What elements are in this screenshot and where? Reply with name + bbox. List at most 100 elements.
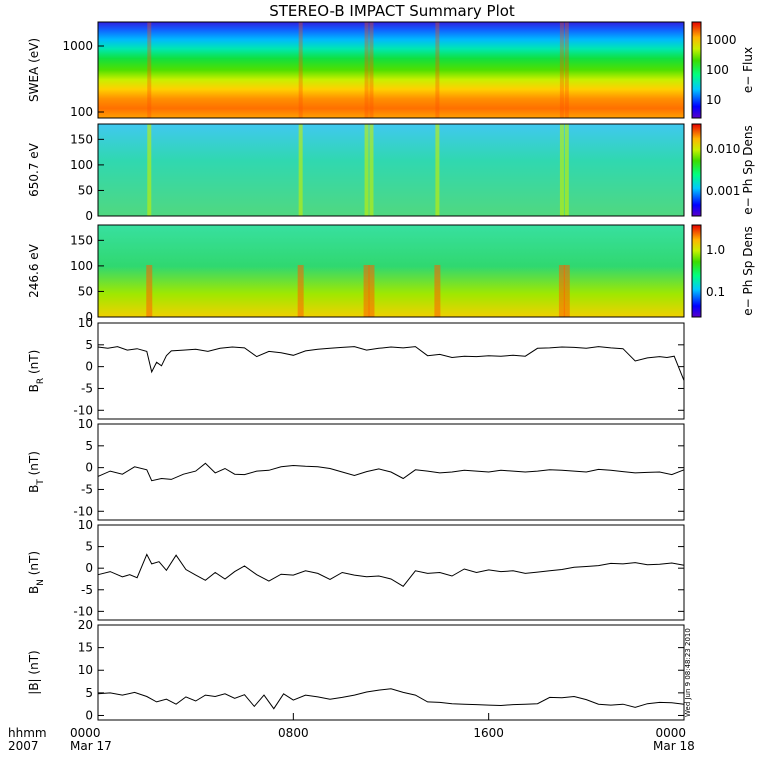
y-tick-label: 100	[70, 259, 93, 273]
y-tick-label: 0	[85, 561, 93, 575]
y-tick-label: 20	[78, 618, 93, 632]
spectrogram-ylabel: SWEA (eV)	[27, 38, 41, 102]
footer-end-date: Mar 18	[653, 739, 695, 753]
pad-650-spectrogram	[98, 124, 684, 216]
series-line	[97, 462, 685, 482]
pad-650-spectrogram-panel	[97, 123, 685, 217]
y-tick-label: 0	[85, 461, 93, 475]
swea-streak	[364, 22, 369, 118]
pad-246-streak	[563, 265, 570, 317]
colorbar-tick-label: 10	[706, 93, 721, 107]
y-tick-label: -5	[81, 583, 93, 597]
pad-650-streak	[435, 124, 440, 216]
spectrogram-ylabel: 246.6 eV	[27, 243, 41, 298]
pad-650-frame	[97, 123, 685, 217]
swea-streaks	[147, 22, 569, 118]
line-panel-frame	[97, 624, 685, 721]
pad-246-frame	[97, 224, 685, 318]
y-tick-label: 0	[85, 209, 93, 223]
pad-246-streak	[558, 265, 565, 317]
y-tick-label: 10	[78, 518, 93, 532]
y-tick-label: -5	[81, 482, 93, 496]
swea-streak	[369, 22, 374, 118]
pad-650-colorbar	[691, 123, 702, 217]
y-tick-label: 100	[70, 158, 93, 172]
y-tick-label: -10	[73, 504, 93, 518]
x-tick-label: 0000	[70, 726, 101, 740]
y-tick-label: 5	[85, 686, 93, 700]
y-tick-label: 0	[85, 310, 93, 324]
colorbar-tick-label: 0.001	[706, 184, 740, 198]
colorbar-tick-label: 0.1	[706, 285, 725, 299]
y-tick-label: 5	[85, 338, 93, 352]
colorbar-tick-label: 0.010	[706, 142, 740, 156]
pad-650-streaks	[147, 124, 569, 216]
colorbar-label: e− Ph Sp Dens	[741, 125, 755, 214]
pad-650-streak	[298, 124, 303, 216]
footer-start-date: Mar 17	[70, 739, 112, 753]
y-tick-label: 150	[70, 132, 93, 146]
y-tick-label: 15	[78, 641, 93, 655]
y-tick-label: 50	[78, 284, 93, 298]
pad-650-streak	[147, 124, 152, 216]
colorbar-tick-label: 100	[706, 63, 729, 77]
line-panel-frame	[97, 322, 685, 420]
colorbar-tick-label: 1.0	[706, 243, 725, 257]
x-tick-label: 1600	[473, 726, 504, 740]
pad-246-streak	[363, 265, 370, 317]
series-line	[97, 346, 685, 381]
pad-650-streak	[364, 124, 369, 216]
colorbar-label: e− Ph Sp Dens	[741, 226, 755, 315]
y-tick-label: 0	[85, 360, 93, 374]
footer-year: 2007	[8, 739, 39, 753]
pad-246-streak	[297, 265, 304, 317]
y-tick-label: 0	[85, 708, 93, 722]
series-line	[97, 688, 685, 710]
footer-hhmm: hhmm	[8, 726, 47, 740]
colorbar-label: e− Flux	[741, 47, 755, 93]
y-tick-label: 50	[78, 183, 93, 197]
y-tick-label: 5	[85, 540, 93, 554]
y-tick-label: -10	[73, 403, 93, 417]
line-panel-frame	[97, 423, 685, 521]
pad-246-spectrogram-panel	[97, 224, 685, 318]
pad-650-streak	[559, 124, 564, 216]
pad-246-colorbar	[691, 224, 702, 318]
pad-650-streak	[369, 124, 374, 216]
line-panel-ylabel: BR (nT)	[27, 350, 46, 393]
swea-colorbar	[691, 21, 702, 119]
swea-spectrogram	[98, 22, 684, 118]
x-tick-label: 0800	[278, 726, 309, 740]
y-tick-label: 1000	[62, 39, 93, 53]
swea-streak	[559, 22, 564, 118]
swea-streak	[564, 22, 569, 118]
y-tick-label: 10	[78, 417, 93, 431]
y-tick-label: -5	[81, 381, 93, 395]
line-panel-ylabel: BN (nT)	[27, 551, 46, 594]
generation-timestamp: Wed Jun 9 08:48:23 2010	[684, 628, 692, 717]
swea-spectrogram-panel	[97, 21, 685, 119]
pad-246-streak	[434, 265, 441, 317]
y-tick-label: -10	[73, 604, 93, 618]
pad-246-spectrogram	[98, 225, 684, 317]
y-tick-label: 100	[70, 105, 93, 119]
line-panel-ylabel: |B| (nT)	[27, 650, 41, 694]
series-line	[97, 553, 685, 587]
plot-title: STEREO-B IMPACT Summary Plot	[269, 2, 515, 20]
y-tick-label: 10	[78, 316, 93, 330]
x-tick-label: 0000	[655, 726, 686, 740]
pad-650-streak	[564, 124, 569, 216]
pad-246-streak	[368, 265, 375, 317]
colorbar-tick-label: 1000	[706, 33, 737, 47]
swea-frame	[97, 21, 685, 119]
y-tick-label: 10	[78, 663, 93, 677]
pad-246-streaks	[146, 265, 570, 317]
y-tick-label: 150	[70, 233, 93, 247]
line-panel-frame	[97, 524, 685, 621]
y-tick-label: 5	[85, 439, 93, 453]
spectrogram-ylabel: 650.7 eV	[27, 142, 41, 197]
line-panel-ylabel: BT (nT)	[27, 451, 46, 493]
swea-streak	[147, 22, 152, 118]
swea-streak	[435, 22, 440, 118]
